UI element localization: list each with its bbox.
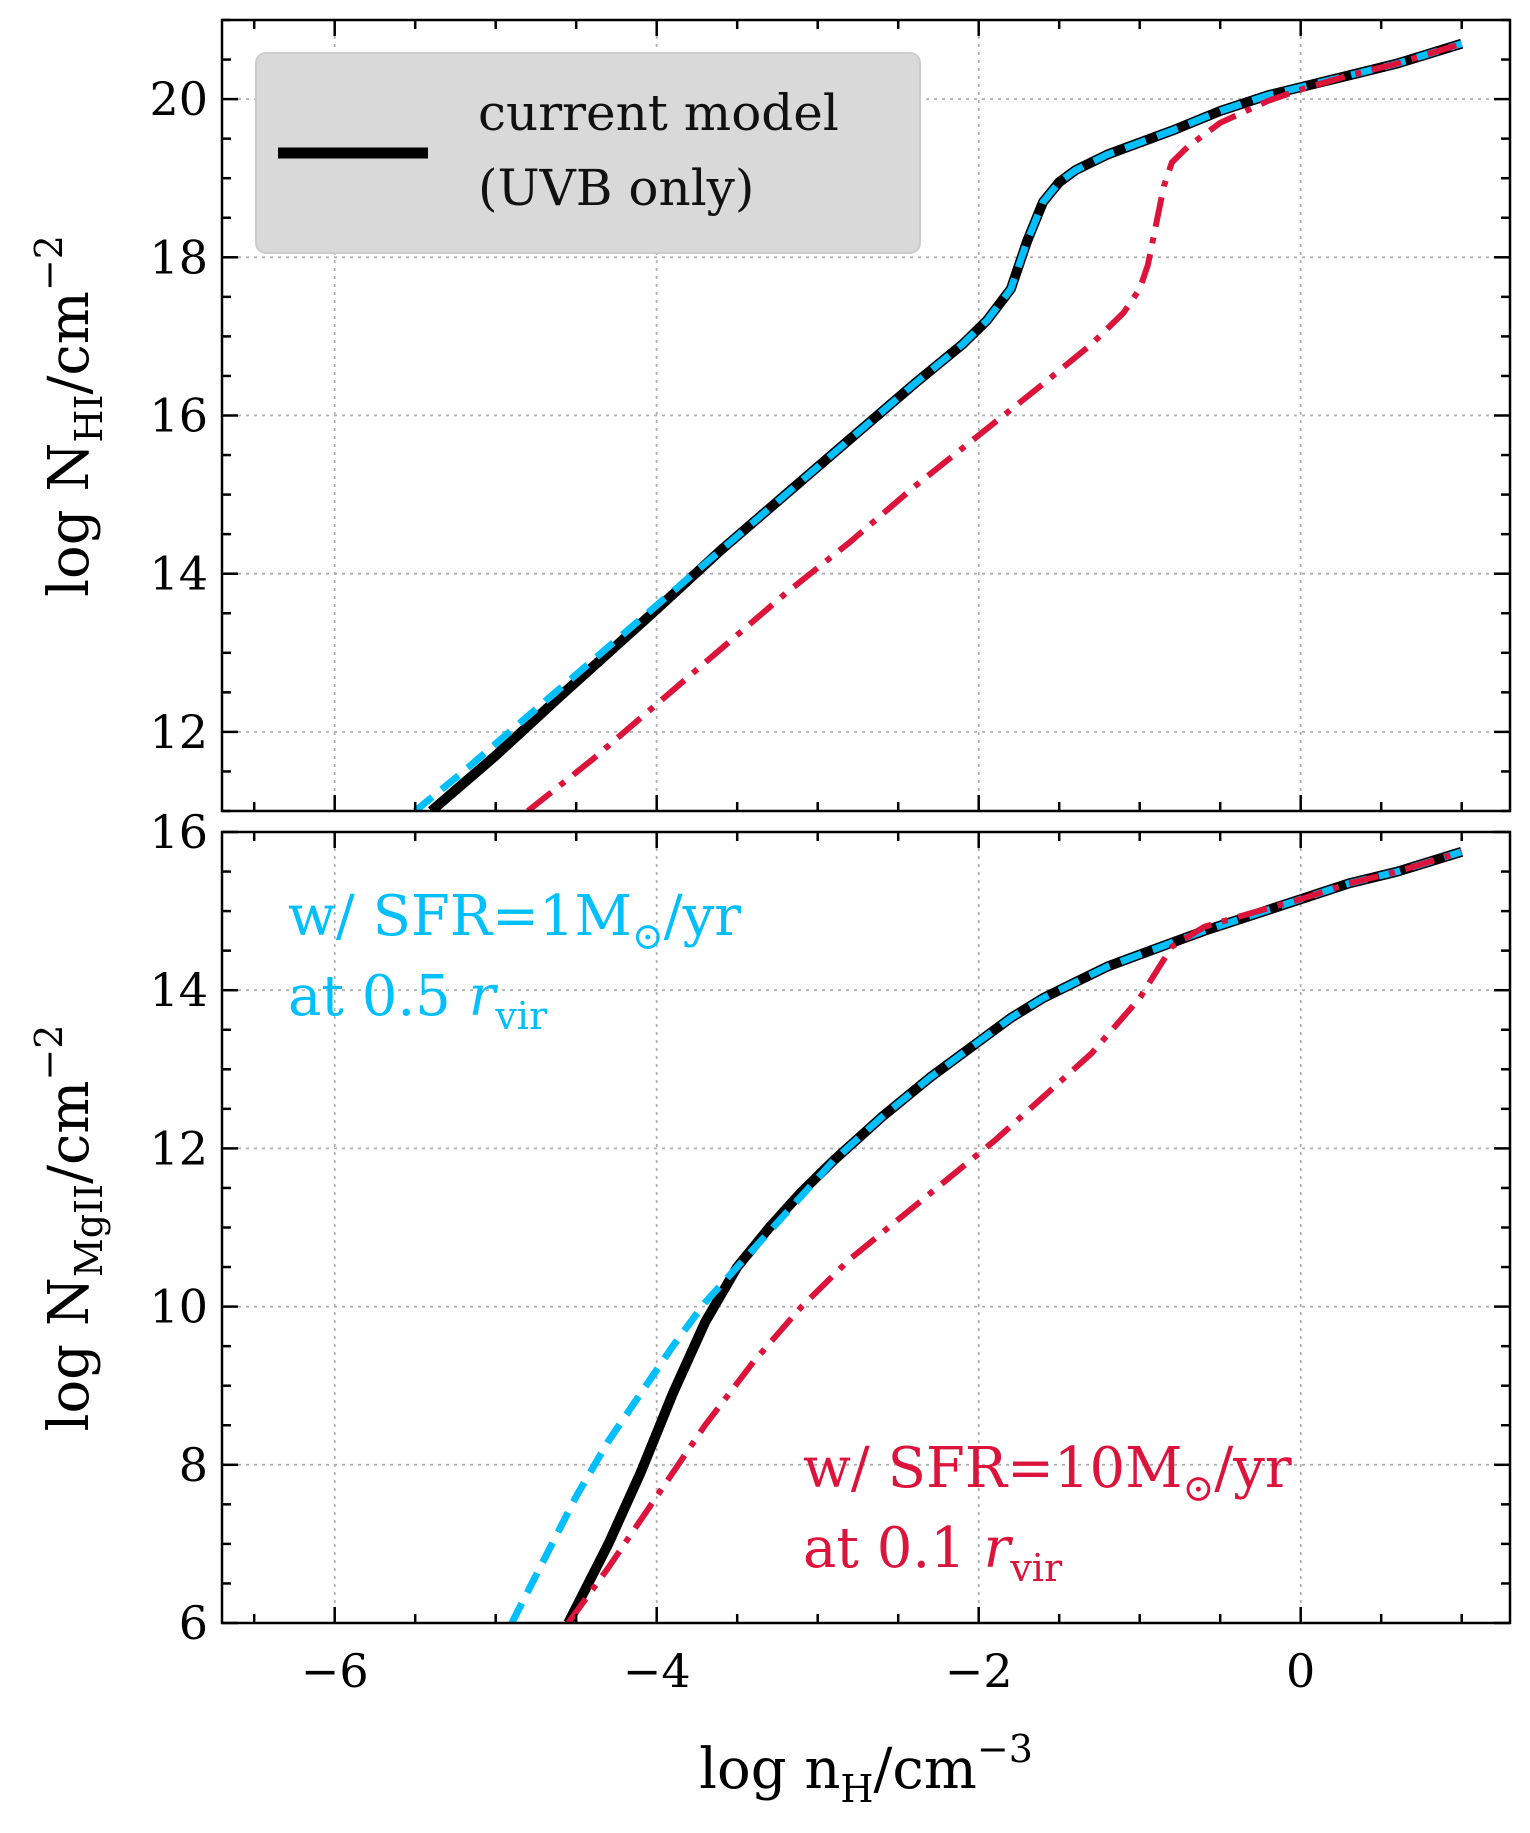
bottom-panel: 6 8 10 12 14 16 −6 −4 −2 0 w/ SFR=1M⊙/yr at 0.5 … <box>27 805 1512 1811</box>
top-ticks <box>222 18 1510 813</box>
legend-box <box>255 52 921 254</box>
xlabel-main: log n <box>699 1737 840 1802</box>
annotation-sfr1-line1: w/ SFR=1M⊙/yr <box>288 884 741 958</box>
bottom-ylabel-unit: /cm <box>37 1081 102 1184</box>
bottom-ylabel-sup: −2 <box>27 1025 71 1081</box>
bottom-series <box>508 847 1464 1623</box>
top-series <box>412 38 1464 811</box>
y-tick-label: 16 <box>149 389 208 443</box>
top-ylabel-sub: HI <box>67 394 111 442</box>
series-line-sfr10 <box>565 848 1463 1623</box>
xlabel-sub: H <box>840 1767 873 1811</box>
y-tick-label: 8 <box>179 1438 208 1492</box>
legend: current model (UVB only) <box>255 52 921 254</box>
bot-series-group <box>508 847 1464 1623</box>
top-panel: 12 14 16 18 20 current model (UVB only) log … <box>27 18 1512 813</box>
annotation-sfr1-line2: at 0.5 rvir <box>288 964 548 1038</box>
xlabel-unit: /cm <box>874 1737 977 1802</box>
y-tick-label: 18 <box>149 230 208 284</box>
y-tick-label: 12 <box>149 705 208 759</box>
x-tick-label: 0 <box>1286 1644 1315 1698</box>
legend-label-line2: (UVB only) <box>478 159 754 217</box>
series-line-uvb <box>563 847 1464 1623</box>
series-line-sfr10 <box>526 40 1463 811</box>
annotation-sfr10-line2: at 0.1 rvir <box>803 1516 1063 1590</box>
series-line-sfr1 <box>412 40 1463 811</box>
y-tick-label: 14 <box>149 547 208 601</box>
y-tick-label: 12 <box>149 1121 208 1175</box>
legend-label-line1: current model <box>478 84 839 142</box>
bottom-ticks <box>222 830 1510 1625</box>
xlabel-sup: −3 <box>977 1727 1033 1771</box>
top-series-group <box>412 38 1464 811</box>
bottom-frame <box>220 830 1512 1625</box>
top-ylabel-sup: −2 <box>27 235 71 291</box>
x-tick-label: −2 <box>945 1644 1013 1698</box>
y-tick-label: 20 <box>149 72 208 126</box>
annotation-sfr10-line1: w/ SFR=10M⊙/yr <box>803 1436 1292 1510</box>
x-tick-label: −6 <box>301 1644 369 1698</box>
top-grid <box>222 20 1510 811</box>
bottom-ylabel-sub: MgII <box>67 1184 111 1277</box>
x-tick-label: −4 <box>623 1644 691 1698</box>
x-axis-title: log nH/cm−3 <box>699 1727 1033 1811</box>
bottom-ylabel-main: log N <box>37 1277 102 1431</box>
y-tick-label: 16 <box>149 805 208 859</box>
top-ylabel-unit: /cm <box>37 291 102 394</box>
y-tick-label: 10 <box>149 1280 208 1334</box>
series-line-sfr1 <box>508 848 1463 1623</box>
bottom-y-tick-labels: 6 8 10 12 14 16 <box>149 805 208 1650</box>
bottom-x-tick-labels: −6 −4 −2 0 <box>301 1644 1316 1698</box>
top-ylabel-main: log N <box>37 443 102 597</box>
bottom-grid <box>222 832 1510 1623</box>
y-tick-label: 14 <box>149 963 208 1017</box>
y-tick-label: 6 <box>179 1596 208 1650</box>
bottom-y-axis-title: log NMgII/cm−2 <box>27 1025 111 1432</box>
top-y-tick-labels: 12 14 16 18 20 <box>149 72 208 759</box>
top-y-axis-title: log NHI/cm−2 <box>27 235 111 597</box>
